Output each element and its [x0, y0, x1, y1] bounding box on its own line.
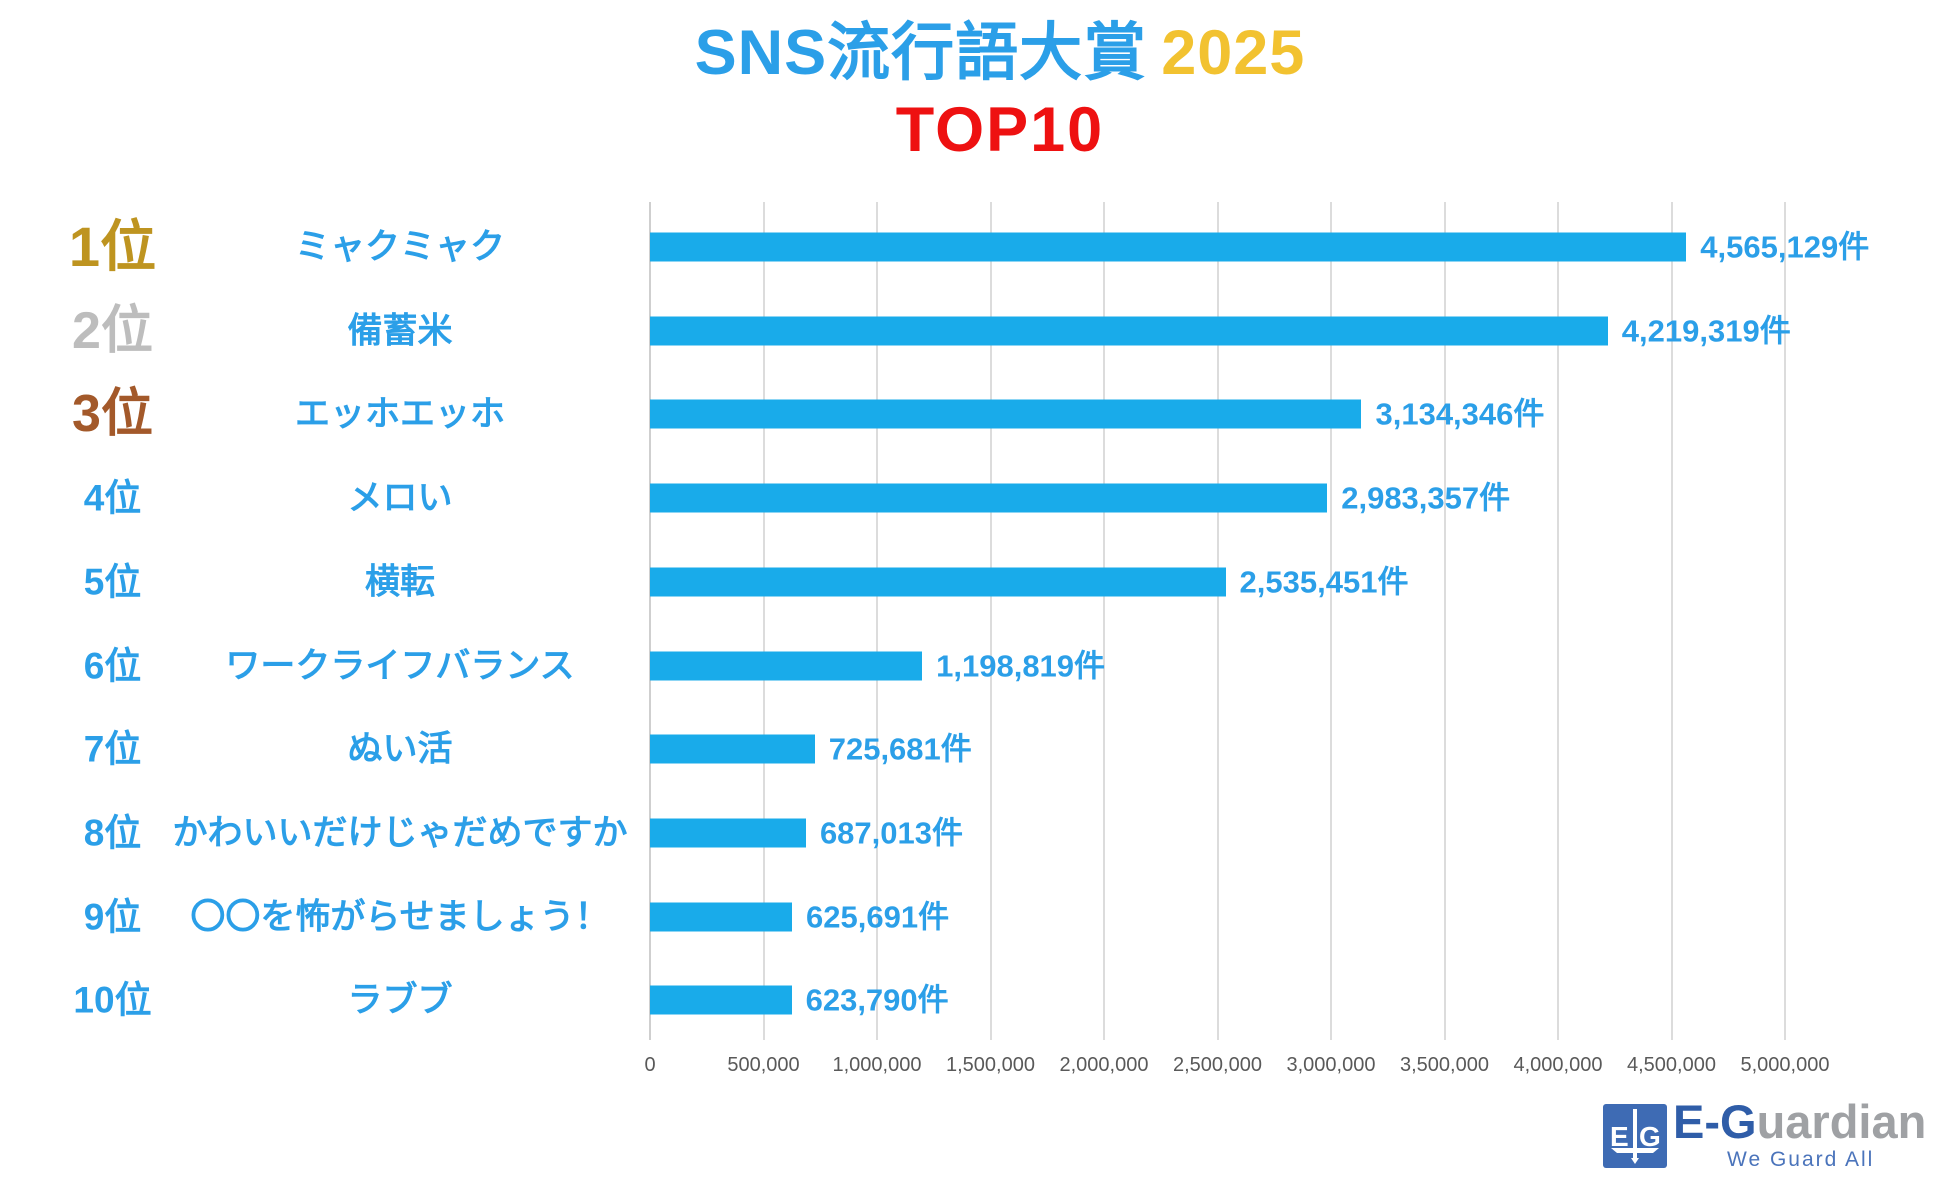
x-axis-tick-label: 5,000,000 — [1740, 1054, 1830, 1076]
bar — [650, 567, 1226, 597]
value-label: 687,013件 — [819, 815, 963, 851]
x-axis-tick-label: 0 — [644, 1054, 656, 1076]
buzzword-label: ミャクミャク — [294, 227, 505, 267]
ranking-row: 7位 ぬい活 725,681件 — [0, 707, 1950, 791]
value-label: 623,790件 — [805, 982, 949, 1018]
value-label: 1,198,819件 — [936, 648, 1106, 683]
rank-label: 7位 — [83, 728, 142, 770]
bar — [650, 734, 815, 764]
x-axis-tick-label: 4,500,000 — [1627, 1054, 1716, 1076]
ranking-row: 9位 〇〇を怖がらせましょう！ 625,691件 — [0, 875, 1950, 959]
gridline — [1784, 202, 1786, 1040]
gridline — [1330, 202, 1332, 1040]
title-line1: SNS流行語大賞 2025 — [300, 22, 1700, 85]
value-label: 725,681件 — [828, 731, 972, 767]
bar — [650, 316, 1608, 346]
title-year-text: 2025 — [1161, 18, 1306, 88]
title-main-text: SNS流行語大賞 — [694, 18, 1148, 88]
value-label: 625,691件 — [806, 899, 950, 935]
rank-label: 4位 — [83, 477, 142, 519]
buzzword-label: メロい — [347, 478, 453, 518]
svg-text:E: E — [1610, 1121, 1629, 1152]
ranking-row: 4位 メロい 2,983,357件 — [0, 456, 1950, 540]
x-axis-tick-label: 2,000,000 — [1059, 1054, 1149, 1076]
rank-label: 10位 — [73, 979, 152, 1021]
bar — [650, 232, 1687, 262]
gridline — [649, 202, 651, 1040]
ranking-row: 1位 ミャクミャク 4,565,129件 — [0, 205, 1950, 289]
e-guardian-logo-icon: E G — [1603, 1104, 1667, 1168]
value-label: 3,134,346件 — [1375, 396, 1545, 432]
value-label: 4,565,129件 — [1700, 229, 1870, 265]
x-axis-tick-label: 3,000,000 — [1286, 1054, 1376, 1076]
rank-label: 6位 — [83, 645, 142, 686]
value-label: 2,535,451件 — [1239, 564, 1409, 600]
gridline — [762, 202, 765, 1040]
buzzword-label: ぬい活 — [347, 729, 453, 769]
gridline — [1557, 202, 1559, 1040]
buzzword-label: ワークライフバランス — [225, 646, 575, 685]
gridline — [1216, 202, 1219, 1040]
rank-label: 8位 — [83, 812, 142, 854]
gridline — [876, 202, 878, 1040]
ranking-row: 10位 ラブブ 623,790件 — [0, 958, 1950, 1042]
rank-label: 2位 — [72, 301, 153, 360]
rank-label: 3位 — [72, 385, 153, 444]
buzzword-label: 横転 — [364, 562, 435, 602]
bar — [650, 483, 1328, 513]
bar — [650, 399, 1362, 429]
rank-label: 1位 — [68, 215, 157, 278]
ranking-row: 2位 備蓄米 4,219,319件 — [0, 289, 1950, 373]
buzzword-label: 備蓄米 — [347, 311, 453, 351]
e-guardian-logo: E G E-Guardian We Guard All — [1603, 1098, 1933, 1178]
bar — [650, 985, 792, 1015]
logo-name-blue-part: E-G — [1673, 1095, 1757, 1148]
logo-name-gray-part: uardian — [1756, 1095, 1927, 1148]
value-label: 4,219,319件 — [1621, 313, 1791, 349]
gridline — [1103, 202, 1105, 1040]
gridline — [1670, 202, 1673, 1040]
e-guardian-tagline: We Guard All — [1727, 1148, 1875, 1171]
buzzword-label: かわいいだけじゃだめですか — [172, 813, 628, 853]
rank-label: 9位 — [83, 896, 142, 938]
svg-text:G: G — [1639, 1121, 1661, 1152]
x-axis-tick-label: 4,000,000 — [1513, 1054, 1603, 1076]
ranking-row: 5位 横転 2,535,451件 — [0, 540, 1950, 624]
bar — [650, 902, 793, 932]
ranking-row: 3位 エッホエッホ 3,134,346件 — [0, 372, 1950, 456]
x-axis-tick-label: 2,500,000 — [1173, 1054, 1262, 1076]
x-axis-tick-label: 1,000,000 — [832, 1054, 922, 1076]
chart-title: SNS流行語大賞 2025 TOP10 — [300, 22, 1700, 162]
buzzword-label: 〇〇を怖がらせましょう！ — [190, 897, 610, 937]
value-label: 2,983,357件 — [1341, 480, 1511, 516]
ranking-row: 8位 かわいいだけじゃだめですか 687,013件 — [0, 791, 1950, 875]
gridline — [989, 202, 992, 1040]
title-top10-text: TOP10 — [895, 95, 1105, 165]
rank-label: 5位 — [83, 561, 142, 603]
x-axis-tick-label: 3,500,000 — [1400, 1054, 1489, 1076]
buzzword-label: ラブブ — [347, 980, 453, 1020]
ranking-row: 6位 ワークライフバランス 1,198,819件 — [0, 624, 1950, 708]
x-axis-tick-label: 1,500,000 — [946, 1054, 1035, 1076]
e-guardian-logo-name: E-Guardian — [1673, 1098, 1926, 1145]
gridline — [1443, 202, 1446, 1040]
x-axis-tick-label: 500,000 — [727, 1054, 800, 1076]
bar — [650, 651, 923, 680]
bar — [650, 818, 806, 848]
buzzword-label: エッホエッホ — [294, 394, 505, 434]
